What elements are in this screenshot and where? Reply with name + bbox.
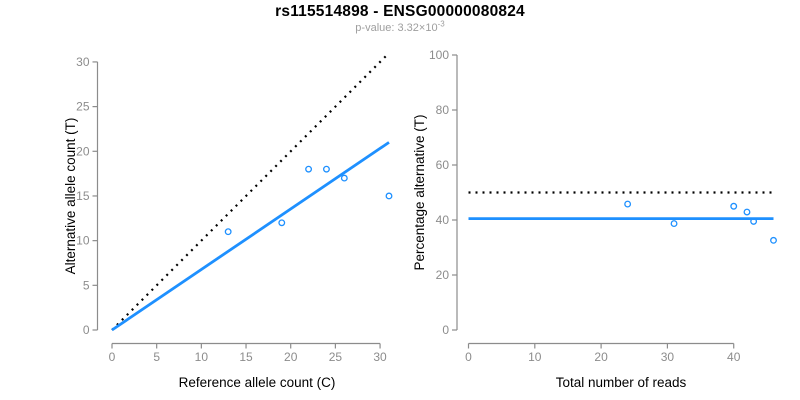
x-tick-label: 15	[239, 350, 253, 364]
p-value-subtitle: p-value: 3.32×10-3	[0, 19, 800, 34]
y-tick-label: 40	[436, 213, 450, 227]
data-point	[624, 200, 632, 208]
x-tick-label: 40	[727, 350, 741, 364]
data-point	[750, 217, 758, 225]
x-tick-label: 0	[109, 350, 116, 364]
y-tick-label: 0	[442, 323, 449, 337]
y-tick-label: 60	[436, 158, 450, 172]
x-tick-label: 30	[373, 350, 387, 364]
data-point	[770, 236, 777, 244]
data-point	[730, 202, 738, 210]
data-point	[340, 174, 348, 182]
y-tick-label: 5	[83, 278, 90, 292]
data-point	[278, 219, 286, 227]
panel-percentage: 0 10 20 30 40 0 20 40 60 80 100 Total number of rea…	[412, 48, 777, 390]
identity-line	[111, 52, 390, 331]
data-point	[323, 165, 330, 173]
y-tick-label: 20	[76, 144, 90, 158]
data-point	[743, 208, 751, 216]
y-axis-title: Percentage alternative (T)	[412, 114, 427, 270]
data-point	[670, 220, 678, 228]
figure-title: rs115514898 - ENSG00000080824	[275, 3, 525, 20]
y-tick-label: 15	[76, 189, 90, 203]
x-tick-label: 25	[329, 350, 343, 364]
p-value-exponent: -3	[437, 19, 445, 29]
y-tick-label: 80	[436, 103, 450, 117]
y-tick-label: 30	[76, 55, 90, 69]
data-point	[385, 192, 393, 200]
x-tick-label: 10	[195, 350, 209, 364]
x-axis-title: Total number of reads	[556, 375, 687, 390]
panel-allele-counts: 0 5 10 15 20 25 30 0 5 10 15 20 25 30 Reference allele…	[63, 52, 393, 390]
y-tick-label: 0	[83, 323, 90, 337]
y-tick-label: 100	[429, 48, 449, 62]
y-tick-label: 20	[436, 268, 450, 282]
x-tick-label: 0	[465, 350, 472, 364]
y-axis-title: Alternative allele count (T)	[63, 118, 78, 275]
x-tick-label: 10	[528, 350, 542, 364]
p-value-text: p-value: 3.32×10	[355, 22, 438, 34]
y-tick-label: 25	[76, 100, 90, 114]
x-axis-title: Reference allele count (C)	[179, 375, 336, 390]
x-tick-label: 5	[153, 350, 160, 364]
x-tick-label: 20	[284, 350, 298, 364]
x-tick-label: 30	[661, 350, 675, 364]
y-tick-label: 10	[76, 234, 90, 248]
data-point	[305, 165, 313, 173]
data-point	[224, 228, 232, 236]
fitted-ratio-line	[111, 141, 390, 332]
x-tick-label: 20	[594, 350, 608, 364]
